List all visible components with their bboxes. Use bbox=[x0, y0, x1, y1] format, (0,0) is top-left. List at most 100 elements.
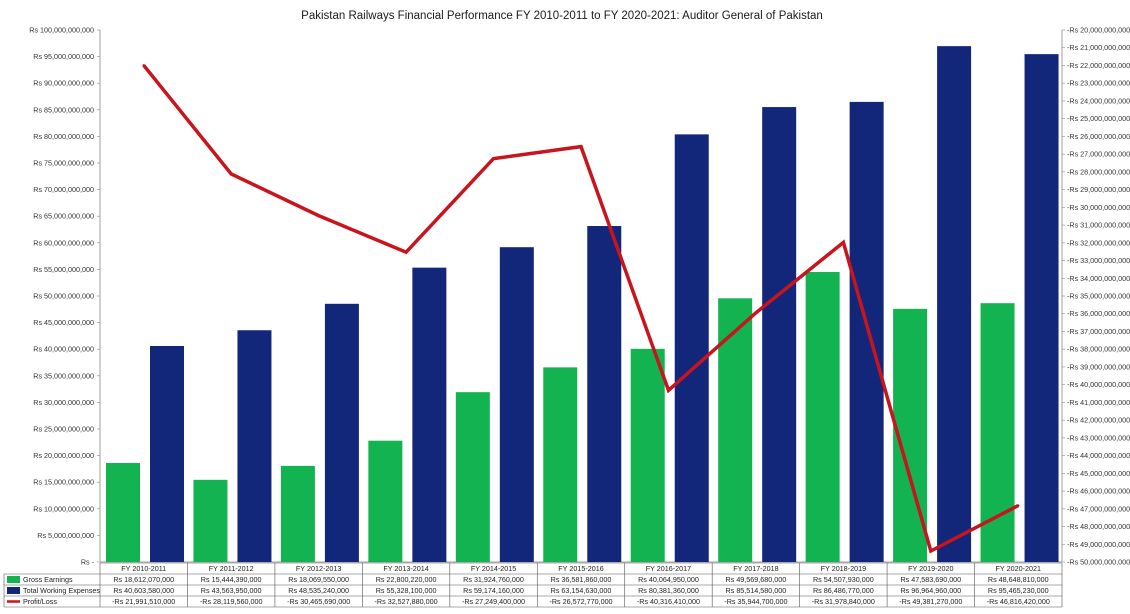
data-label: Rs 48,535,240,000 bbox=[288, 586, 349, 595]
point-profit-loss bbox=[929, 549, 933, 553]
x-tick-label: FY 2015-2016 bbox=[558, 564, 603, 573]
bar-gross-earnings bbox=[106, 462, 140, 562]
data-label: Rs 40,064,950,000 bbox=[638, 575, 699, 584]
data-label: -Rs 21,991,510,000 bbox=[112, 597, 175, 606]
bar-gross-earnings bbox=[543, 367, 578, 562]
y-right-tick-label: -Rs 49,000,000,000 bbox=[1067, 540, 1130, 549]
y-left-tick-label: Rs 15,000,000,000 bbox=[33, 478, 94, 487]
legend-swatch-total-working-expenses bbox=[7, 587, 20, 594]
bar-total-working-expenses bbox=[937, 46, 972, 562]
y-left-tick-label: Rs 60,000,000,000 bbox=[33, 238, 94, 247]
y-left-tick-label: Rs 70,000,000,000 bbox=[33, 185, 94, 194]
y-right-tick-label: -Rs 23,000,000,000 bbox=[1067, 79, 1130, 88]
data-label: -Rs 28,119,560,000 bbox=[200, 597, 263, 606]
point-profit-loss bbox=[404, 250, 408, 254]
x-tick-label: FY 2019-2020 bbox=[908, 564, 953, 573]
bar-gross-earnings bbox=[630, 348, 665, 562]
y-right-tick-label: -Rs 42,000,000,000 bbox=[1067, 416, 1130, 425]
bar-gross-earnings bbox=[718, 298, 753, 562]
y-right-tick-label: -Rs 21,000,000,000 bbox=[1067, 43, 1130, 52]
bar-total-working-expenses bbox=[762, 107, 797, 562]
legend-swatch-gross-earnings bbox=[7, 576, 20, 583]
y-left-tick-label: Rs 35,000,000,000 bbox=[33, 371, 94, 380]
y-right-tick-label: -Rs 22,000,000,000 bbox=[1067, 61, 1130, 70]
x-tick-label: FY 2016-2017 bbox=[646, 564, 691, 573]
x-tick-label: FY 2010-2011 bbox=[121, 564, 166, 573]
y-right-tick-label: -Rs 39,000,000,000 bbox=[1067, 362, 1130, 371]
data-label: Rs 43,563,950,000 bbox=[201, 586, 262, 595]
data-label: -Rs 40,316,410,000 bbox=[637, 597, 700, 606]
y-right-tick-label: -Rs 33,000,000,000 bbox=[1067, 256, 1130, 265]
y-right-tick-label: -Rs 24,000,000,000 bbox=[1067, 96, 1130, 105]
y-right-tick-label: -Rs 37,000,000,000 bbox=[1067, 327, 1130, 336]
point-profit-loss bbox=[492, 157, 495, 160]
data-label: -Rs 26,572,770,000 bbox=[549, 597, 612, 606]
y-right-tick-label: -Rs 50,000,000,000 bbox=[1067, 558, 1130, 567]
data-label: Rs 40,603,580,000 bbox=[113, 586, 174, 595]
y-right-tick-label: -Rs 47,000,000,000 bbox=[1067, 504, 1130, 513]
legend-label: Total Working Expenses bbox=[23, 586, 100, 595]
data-label: Rs 22,800,220,000 bbox=[376, 575, 437, 584]
data-label: Rs 54,507,930,000 bbox=[813, 575, 874, 584]
data-label: Rs 48,648,810,000 bbox=[988, 575, 1049, 584]
data-label: Rs 36,581,860,000 bbox=[551, 575, 612, 584]
x-tick-label: FY 2014-2015 bbox=[471, 564, 516, 573]
legend-label: Profit/Loss bbox=[23, 597, 57, 606]
data-label: Rs 95,465,230,000 bbox=[988, 586, 1049, 595]
y-left-tick-label: Rs - bbox=[81, 558, 95, 567]
y-right-tick-label: -Rs 34,000,000,000 bbox=[1067, 274, 1130, 283]
data-label: -Rs 27,249,400,000 bbox=[462, 597, 525, 606]
bar-gross-earnings bbox=[980, 303, 1015, 562]
y-right-tick-label: -Rs 46,000,000,000 bbox=[1067, 487, 1130, 496]
y-right-tick-label: -Rs 38,000,000,000 bbox=[1067, 345, 1130, 354]
bar-total-working-expenses bbox=[150, 345, 184, 562]
y-left-tick-label: Rs 40,000,000,000 bbox=[33, 345, 94, 354]
data-label: -Rs 46,816,420,000 bbox=[987, 597, 1050, 606]
bar-gross-earnings bbox=[193, 479, 228, 562]
data-label: Rs 49,569,680,000 bbox=[726, 575, 787, 584]
y-left-tick-label: Rs 30,000,000,000 bbox=[33, 398, 94, 407]
point-profit-loss bbox=[667, 389, 670, 392]
data-label: Rs 96,964,960,000 bbox=[900, 586, 961, 595]
bar-total-working-expenses bbox=[499, 247, 534, 562]
legend-label: Gross Earnings bbox=[23, 575, 73, 584]
y-right-tick-label: -Rs 40,000,000,000 bbox=[1067, 380, 1130, 389]
data-label: Rs 31,924,760,000 bbox=[463, 575, 524, 584]
y-right-tick-label: -Rs 20,000,000,000 bbox=[1067, 26, 1130, 35]
y-left-tick-label: Rs 50,000,000,000 bbox=[33, 292, 94, 301]
data-label: -Rs 31,978,840,000 bbox=[812, 597, 875, 606]
y-right-tick-label: -Rs 32,000,000,000 bbox=[1067, 238, 1130, 247]
chart-title: Pakistan Railways Financial Performance … bbox=[301, 10, 823, 22]
y-right-tick-label: -Rs 45,000,000,000 bbox=[1067, 469, 1130, 478]
y-right-tick-label: -Rs 41,000,000,000 bbox=[1067, 398, 1130, 407]
y-right-tick-label: -Rs 26,000,000,000 bbox=[1067, 132, 1130, 141]
y-right-tick-label: -Rs 43,000,000,000 bbox=[1067, 433, 1130, 442]
y-left-tick-label: Rs 45,000,000,000 bbox=[33, 318, 94, 327]
y-left-tick-label: Rs 20,000,000,000 bbox=[33, 451, 94, 460]
bar-gross-earnings bbox=[455, 392, 490, 562]
y-left-tick-label: Rs 75,000,000,000 bbox=[33, 159, 94, 168]
point-profit-loss bbox=[754, 311, 758, 314]
y-right-tick-label: -Rs 48,000,000,000 bbox=[1067, 522, 1130, 531]
y-right-tick-label: -Rs 31,000,000,000 bbox=[1067, 221, 1130, 230]
x-tick-label: FY 2012-2013 bbox=[296, 564, 341, 573]
data-label: Rs 18,612,070,000 bbox=[113, 575, 174, 584]
y-left-tick-label: Rs 95,000,000,000 bbox=[33, 52, 94, 61]
y-right-tick-label: -Rs 25,000,000,000 bbox=[1067, 114, 1130, 123]
y-right-tick-label: -Rs 35,000,000,000 bbox=[1067, 292, 1130, 301]
bar-total-working-expenses bbox=[324, 303, 359, 562]
bar-gross-earnings bbox=[280, 465, 315, 562]
line-profit-loss bbox=[142, 64, 1020, 554]
plot-area: Rs - Rs 5,000,000,000 Rs 10,000,000,000 Rs … bbox=[29, 26, 1130, 567]
y-left-tick-label: Rs 100,000,000,000 bbox=[29, 26, 94, 35]
y-left-tick-label: Rs 10,000,000,000 bbox=[33, 504, 94, 513]
data-label: Rs 86,486,770,000 bbox=[813, 586, 874, 595]
bar-total-working-expenses bbox=[674, 134, 709, 563]
data-label: Rs 55,328,100,000 bbox=[376, 586, 437, 595]
data-label: Rs 59,174,160,000 bbox=[463, 586, 524, 595]
y-right-tick-label: -Rs 28,000,000,000 bbox=[1067, 167, 1130, 176]
bar-total-working-expenses bbox=[587, 226, 622, 562]
data-label: -Rs 49,381,270,000 bbox=[899, 597, 962, 606]
